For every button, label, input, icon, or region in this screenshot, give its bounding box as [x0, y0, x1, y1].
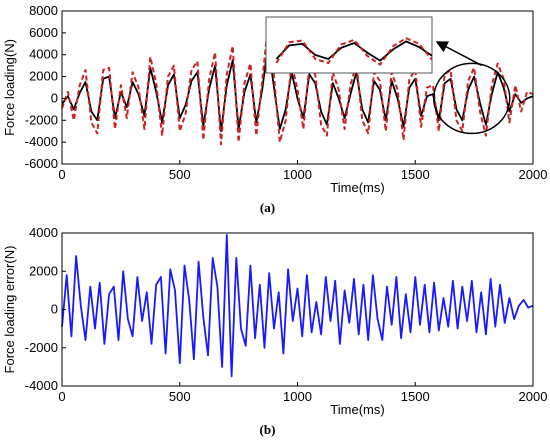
- panel-a-zoom-inset: [265, 16, 511, 135]
- x-tick-label: 500: [169, 389, 191, 404]
- y-tick-label: 4000: [29, 47, 58, 62]
- panel-b-plot-area: [61, 234, 534, 378]
- panel-b-y-ticks: -4000 -2000 0 2000 4000: [25, 225, 66, 393]
- panel-b-x-ticks: 0 500 1000 1500 2000: [58, 382, 547, 404]
- x-tick-label: 1000: [283, 167, 312, 182]
- zoom-region-ellipse: [433, 62, 511, 135]
- x-tick-label: 1500: [401, 167, 430, 182]
- x-tick-label: 0: [58, 389, 65, 404]
- panel-b-series-1-line: [61, 234, 534, 378]
- panel-a-x-ticks: 0 500 1000 1500 2000: [58, 160, 547, 182]
- inset-series-1-line: [275, 40, 433, 62]
- y-tick-label: -6000: [25, 156, 58, 171]
- panel-b-caption: (b): [260, 422, 276, 437]
- panel-a-y-ticks: -6000 -4000 -2000 0 2000 4000 6000 8000: [25, 3, 66, 171]
- x-tick-label: 1500: [401, 389, 430, 404]
- zoom-arrow: [435, 41, 483, 67]
- panel-a-x-axis-label: Time(ms): [330, 180, 384, 195]
- panel-b-y-axis-label: Force loading error(N): [2, 246, 17, 374]
- panel-a-plot-area: [61, 23, 534, 146]
- y-tick-label: -2000: [25, 112, 58, 127]
- x-tick-label: 0: [58, 167, 65, 182]
- panel-b-axes-frame: [61, 232, 534, 387]
- y-tick-label: -4000: [25, 378, 58, 393]
- x-tick-label: 2000: [519, 389, 548, 404]
- panel-a-force-loading: 0 500 1000 1500 2000 -6000 -4000 -2000 0 2000 400…: [2, 3, 547, 215]
- panel-b-force-loading-error: 0 500 1000 1500 2000 -4000 -2000 0 2000 4000 Tim…: [2, 225, 547, 437]
- y-tick-label: 2000: [29, 263, 58, 278]
- inset-plot-area: [275, 37, 433, 66]
- y-tick-label: 0: [51, 90, 58, 105]
- y-tick-label: 8000: [29, 3, 58, 18]
- panel-b-x-axis-label: Time(ms): [330, 402, 384, 417]
- panel-a-series-2-line: [61, 23, 534, 146]
- y-tick-label: 0: [51, 302, 58, 317]
- panel-a-caption: (a): [260, 200, 275, 215]
- y-tick-label: -2000: [25, 340, 58, 355]
- x-tick-label: 2000: [519, 167, 548, 182]
- y-tick-label: 6000: [29, 25, 58, 40]
- inset-series-2-line: [275, 37, 433, 66]
- panel-a-y-axis-label: Force loading(N): [2, 39, 17, 136]
- y-tick-label: -4000: [25, 134, 58, 149]
- y-tick-label: 4000: [29, 225, 58, 240]
- x-tick-label: 500: [169, 167, 191, 182]
- y-tick-label: 2000: [29, 69, 58, 84]
- x-tick-label: 1000: [283, 389, 312, 404]
